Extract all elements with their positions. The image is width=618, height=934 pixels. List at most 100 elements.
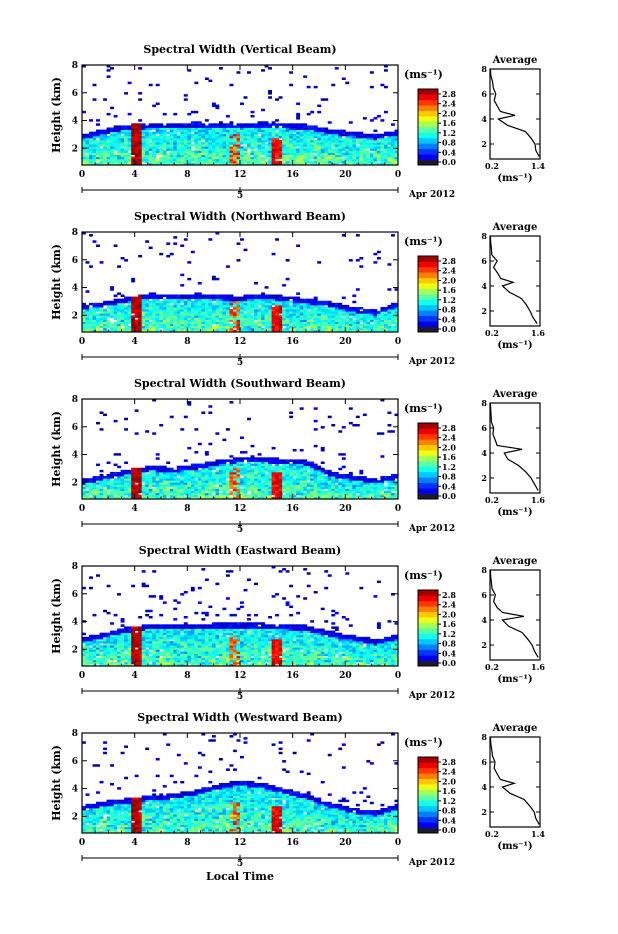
heatmap-cell (201, 295, 205, 297)
heatmap-cell (286, 278, 290, 280)
average-y-tick-label: 4 (481, 448, 487, 458)
heatmap-cell (226, 115, 230, 117)
heatmap-cell (166, 242, 170, 244)
heatmap-cell (163, 299, 167, 301)
heatmap-cell (384, 138, 388, 140)
heatmap-cell (212, 123, 216, 125)
heatmap-cell (240, 437, 244, 439)
heatmap-cell (198, 443, 202, 445)
heatmap-cell (387, 476, 391, 478)
date-label: Apr 2012 (408, 357, 455, 367)
colorbar-segment (418, 450, 438, 456)
heatmap-cell (300, 299, 304, 301)
panel-title: Spectral Width (Eastward Beam) (139, 544, 341, 557)
heatmap-cell (282, 459, 286, 461)
y-tick-label: 6 (72, 256, 78, 266)
heatmap-cell (247, 295, 251, 297)
heatmap-cell (152, 123, 156, 125)
heatmap-cell (314, 428, 318, 430)
heatmap-cell (191, 134, 195, 136)
heatmap-cell (212, 326, 216, 328)
heatmap-cell (307, 462, 311, 464)
heatmap-cells (82, 399, 398, 499)
colorbar-tick-label: 0.8 (442, 305, 456, 315)
heatmap-cell (251, 157, 255, 159)
heatmap-cell (219, 295, 223, 297)
colorbar-zero (418, 160, 438, 165)
heatmap-cell (244, 123, 248, 125)
heatmap-cell (254, 295, 258, 297)
heatmap-cell (342, 317, 346, 319)
heatmap-cell (135, 123, 139, 125)
average-y-tick-label: 4 (481, 281, 487, 291)
heatmap-cell (222, 295, 226, 297)
heatmap-cell (103, 476, 107, 478)
heatmap-cell (124, 470, 128, 472)
colorbar-tick-label: 0.0 (442, 491, 456, 501)
heatmap-cell (163, 466, 167, 468)
heatmap-cell (103, 130, 107, 132)
heatmap-cell (138, 123, 142, 125)
heatmap-cell (345, 132, 349, 134)
heatmap-cell (251, 111, 255, 113)
heatmap-cell (251, 295, 255, 297)
y-tick-label: 2 (72, 478, 78, 488)
heatmap-cell (138, 255, 142, 257)
heatmap-cell (314, 445, 318, 447)
heatmap-cell (342, 474, 346, 476)
heatmap-cell (345, 82, 349, 84)
heatmap-cell (391, 430, 395, 432)
heatmap-cell (145, 466, 149, 468)
heatmap-cell (286, 123, 290, 125)
heatmap-cell (338, 453, 342, 455)
heatmap-cell (145, 240, 149, 242)
heatmap-cell (117, 466, 121, 468)
heatmap-cell (96, 313, 100, 315)
heatmap-cell (177, 123, 181, 125)
heatmap-cell (198, 121, 202, 123)
heatmap-cell (121, 295, 125, 297)
heatmap-cell (321, 468, 325, 470)
heatmap-cell (100, 303, 104, 305)
heatmap-cell (114, 299, 118, 301)
heatmap-cell (149, 322, 153, 324)
colorbar-tick-label: 1.6 (442, 285, 456, 295)
heatmap-cell (314, 155, 318, 157)
heatmap-cell (177, 466, 181, 468)
heatmap-cell (279, 128, 283, 130)
heatmap-cell (300, 407, 304, 409)
heatmap-cell (236, 457, 240, 459)
y-tick-label: 2 (72, 311, 78, 321)
heatmap-cell (226, 123, 230, 125)
heatmap-cell (251, 468, 255, 470)
heatmap-cell (159, 424, 163, 426)
heatmap-cell (208, 443, 212, 445)
heatmap-cell (342, 457, 346, 459)
heatmap-cell (335, 484, 339, 486)
average-y-tick-label: 6 (481, 256, 487, 266)
heatmap-cell (163, 125, 167, 127)
heatmap-cell (258, 136, 262, 138)
heatmap-cell (279, 295, 283, 297)
heatmap-cell (380, 455, 384, 457)
heatmap-cell (229, 459, 233, 461)
heatmap-cell (261, 69, 265, 71)
heatmap-cell (310, 462, 314, 464)
heatmap-cell (338, 430, 342, 432)
heatmap-cell (328, 121, 332, 123)
average-title: Average (492, 389, 538, 400)
heatmap-cell (258, 457, 262, 459)
heatmap-cell (289, 123, 293, 125)
heatmap-cell (124, 297, 128, 299)
heatmap-cell (121, 299, 125, 301)
colorbar-segment (418, 149, 438, 155)
heatmap-cell (349, 307, 353, 309)
heatmap-cell (107, 69, 111, 71)
heatmap-cell (279, 123, 283, 125)
heatmap-cell (212, 462, 216, 464)
heatmap-cell (331, 130, 335, 132)
colorbar-tick-label: 0.4 (442, 314, 456, 324)
heatmap-cell (138, 495, 142, 497)
colorbar-tick-label: 1.2 (442, 295, 456, 305)
